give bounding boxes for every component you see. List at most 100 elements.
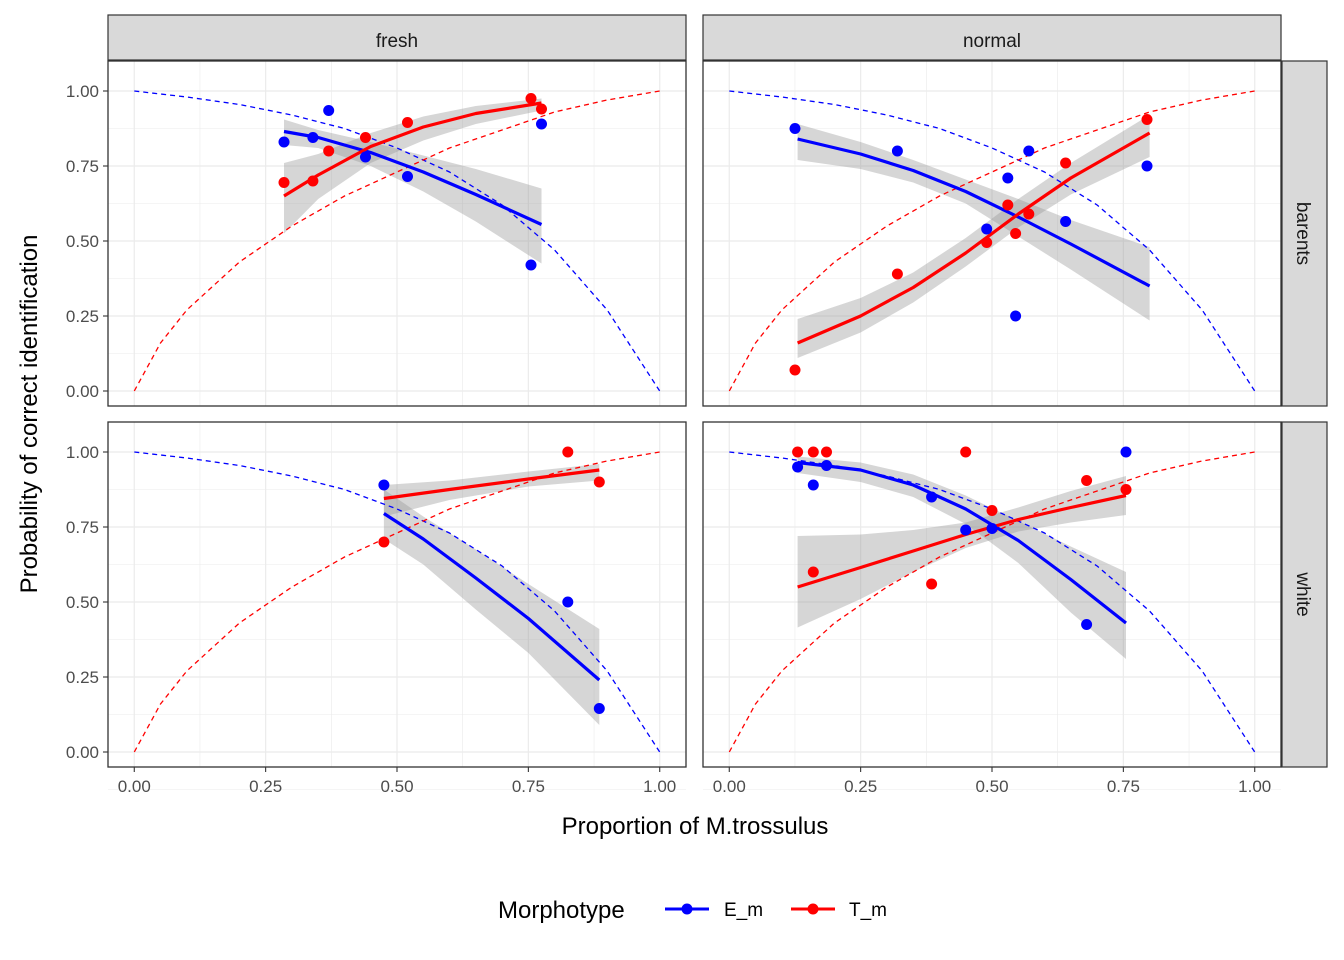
- point-e-m: [360, 151, 371, 163]
- point-e-m: [593, 703, 605, 714]
- x-tick-label: 1.00: [643, 777, 676, 796]
- panel-normal-barents: [702, 60, 1282, 429]
- ci-band-e-m: [797, 456, 1126, 659]
- point-e-m: [981, 223, 993, 235]
- point-t-m: [789, 364, 801, 376]
- legend-label-t-m: T_m: [849, 900, 887, 921]
- y-tick-label: 0.50: [66, 232, 99, 251]
- panels: [107, 60, 1282, 790]
- legend: Morphotype E_m T_m: [498, 897, 887, 924]
- point-e-m: [1081, 619, 1093, 630]
- legend-key-point-e-m: [681, 903, 693, 915]
- y-tick-label: 0.25: [66, 668, 99, 687]
- ci-band-t-m: [797, 115, 1150, 358]
- point-t-m: [792, 446, 804, 458]
- point-e-m: [891, 145, 903, 157]
- point-t-m: [807, 446, 819, 458]
- point-e-m: [1060, 216, 1072, 227]
- point-e-m: [378, 479, 390, 491]
- ci-band-e-m: [797, 124, 1150, 321]
- panel-fresh-white: [107, 421, 687, 790]
- fit-line-e-m: [797, 137, 1151, 288]
- y-tick-label: 0.75: [66, 518, 99, 537]
- point-e-m: [562, 596, 574, 608]
- point-t-m: [402, 117, 413, 128]
- point-e-m: [1023, 145, 1035, 157]
- point-e-m: [960, 524, 972, 536]
- x-tick-label: 0.50: [380, 777, 413, 796]
- x-tick-label: 0.25: [844, 777, 877, 796]
- strip-col-fresh: [107, 14, 687, 61]
- y-tick-label: 1.00: [66, 443, 99, 462]
- strip-label-white: white: [1292, 571, 1313, 616]
- x-tick-label: 0.00: [118, 777, 151, 796]
- fit-line-t-m: [383, 468, 600, 501]
- point-e-m: [792, 461, 804, 473]
- point-t-m: [981, 237, 993, 248]
- x-tick-label: 1.00: [1238, 777, 1271, 796]
- point-t-m: [1141, 114, 1153, 125]
- x-tick-label: 0.00: [713, 777, 746, 796]
- point-e-m: [1141, 160, 1153, 172]
- point-t-m: [378, 536, 390, 548]
- strip-label-normal: normal: [963, 31, 1021, 52]
- fit-line-t-m: [796, 131, 1151, 345]
- point-t-m: [525, 93, 537, 104]
- point-e-m: [789, 123, 801, 134]
- panel-normal-white: [702, 421, 1282, 790]
- panel-border: [107, 60, 687, 407]
- strip-label-barents: barents: [1292, 202, 1313, 265]
- point-e-m: [926, 491, 938, 503]
- x-tick-label: 0.75: [512, 777, 545, 796]
- point-t-m: [278, 177, 290, 188]
- point-t-m: [821, 446, 832, 458]
- y-tick-label: 0.75: [66, 157, 99, 176]
- x-tick-label: 0.50: [975, 777, 1008, 796]
- point-e-m: [1002, 172, 1014, 184]
- point-t-m: [536, 103, 547, 115]
- point-t-m: [1002, 199, 1014, 211]
- point-t-m: [807, 566, 819, 578]
- point-t-m: [986, 505, 998, 516]
- y-tick-label: 0.25: [66, 307, 99, 326]
- point-t-m: [960, 446, 972, 458]
- point-e-m: [1120, 446, 1132, 458]
- point-e-m: [807, 479, 819, 491]
- x-tick-label: 0.25: [249, 777, 282, 796]
- facet-strips: fresh normal barents white: [107, 14, 1328, 768]
- legend-key-point-t-m: [807, 903, 819, 915]
- point-e-m: [278, 136, 290, 148]
- point-e-m: [536, 118, 547, 130]
- point-t-m: [1081, 475, 1093, 486]
- point-t-m: [891, 268, 903, 280]
- point-t-m: [323, 145, 335, 157]
- axes: 0.00 0.25 0.50 0.75 1.00 0.00 0.25 0.50 0.75 1.00…: [66, 82, 1271, 796]
- point-e-m: [307, 132, 319, 143]
- point-t-m: [307, 175, 319, 187]
- panel-border: [702, 60, 1282, 407]
- panel-fresh-barents: [107, 60, 687, 429]
- legend-title: Morphotype: [498, 897, 625, 924]
- point-e-m: [1010, 310, 1022, 322]
- point-t-m: [1120, 484, 1132, 495]
- y-tick-label: 1.00: [66, 82, 99, 101]
- fit-line-e-m: [797, 460, 1127, 625]
- point-e-m: [821, 460, 832, 471]
- point-t-m: [1023, 208, 1035, 220]
- point-t-m: [1010, 228, 1022, 239]
- strip-label-fresh: fresh: [376, 31, 418, 52]
- fit-line-e-m: [383, 512, 601, 682]
- point-e-m: [323, 105, 335, 116]
- y-axis-title: Probability of correct identification: [16, 235, 43, 594]
- point-t-m: [926, 578, 938, 590]
- point-t-m: [593, 476, 605, 488]
- point-t-m: [562, 446, 574, 458]
- point-e-m: [986, 523, 998, 534]
- x-tick-label: 0.75: [1107, 777, 1140, 796]
- strip-row-barents: [1281, 60, 1328, 407]
- y-tick-label: 0.00: [66, 382, 99, 401]
- y-tick-label: 0.50: [66, 593, 99, 612]
- strip-col-normal: [702, 14, 1282, 61]
- point-t-m: [1060, 157, 1072, 169]
